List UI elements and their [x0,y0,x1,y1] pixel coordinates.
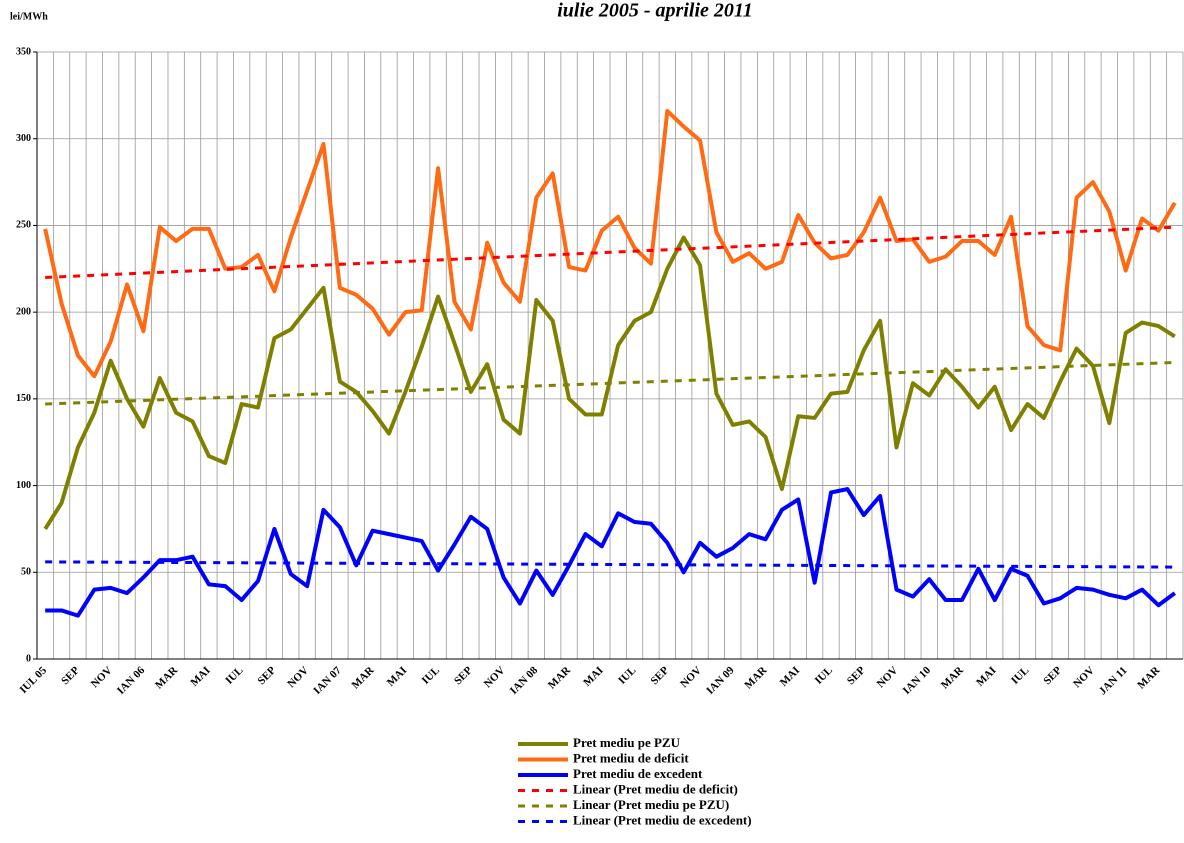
legend-label: Pret mediu de deficit [573,750,689,765]
y-axis-label: lei/MWh [10,11,48,22]
legend-label: Pret mediu de excedent [573,766,703,781]
x-tick-label: SEP [59,664,82,687]
x-tick-label: IUL [616,664,638,686]
x-tick-label: SEP [845,664,868,687]
x-tick-label: IUL [420,664,442,686]
x-tick-label: IAN 06 [115,664,148,697]
x-tick-label: IAN 09 [704,664,737,697]
x-tick-label: IAN 07 [311,664,344,697]
x-tick-label: IUL [1009,664,1031,686]
x-tick-label: IAN 10 [901,664,934,697]
x-tick-label: NOV [678,664,704,690]
x-tick-label: NOV [875,664,901,690]
x-tick-label: MAR [546,664,574,692]
x-tick-label: NOV [1071,664,1097,690]
x-tick-label: MAR [939,664,967,692]
trend-line [45,360,1175,406]
x-tick-label: IUL 05 [17,664,49,696]
y-tick-label: 100 [16,480,31,491]
trend-line [45,560,1175,569]
x-tick-label: MAI [385,664,409,688]
trend-line [45,225,1175,279]
x-tick-label: MAI [778,664,802,688]
x-tick-label: JAN 11 [1097,664,1130,697]
x-tick-label: MAI [581,664,605,688]
y-tick-label: 350 [16,46,31,57]
x-tick-label: NOV [482,664,508,690]
legend-label: Linear (Pret mediu de deficit) [573,781,738,796]
x-tick-label: SEP [1041,664,1064,687]
x-tick-label: MAI [188,664,212,688]
legend-label: Linear (Pret mediu de excedent) [573,812,752,827]
x-tick-label: SEP [452,664,475,687]
y-tick-label: 200 [16,306,31,317]
x-tick-label: IUL [223,664,245,686]
y-tick-label: 0 [26,653,31,664]
x-tick-label: MAR [1135,664,1163,692]
x-tick-label: MAR [153,664,181,692]
legend-label: Linear (Pret mediu pe PZU) [573,797,729,812]
series-line [43,235,1176,530]
x-tick-label: MAR [742,664,770,692]
x-tick-label: SEP [648,664,671,687]
x-tick-label: IAN 08 [508,664,541,697]
series-line [45,487,1177,618]
x-tick-label: MAI [974,664,998,688]
x-tick-label: IUL [813,664,835,686]
y-tick-label: 250 [16,220,31,231]
x-tick-label: NOV [89,664,115,690]
x-tick-label: MAR [349,664,377,692]
y-tick-label: 300 [16,133,31,144]
y-tick-label: 50 [21,567,31,578]
x-tick-label: SEP [256,664,279,687]
chart-title: iulie 2005 - aprilie 2011 [557,0,753,22]
legend-label: Pret mediu pe PZU [573,735,681,750]
y-tick-label: 150 [16,393,31,404]
x-tick-label: NOV [285,664,311,690]
